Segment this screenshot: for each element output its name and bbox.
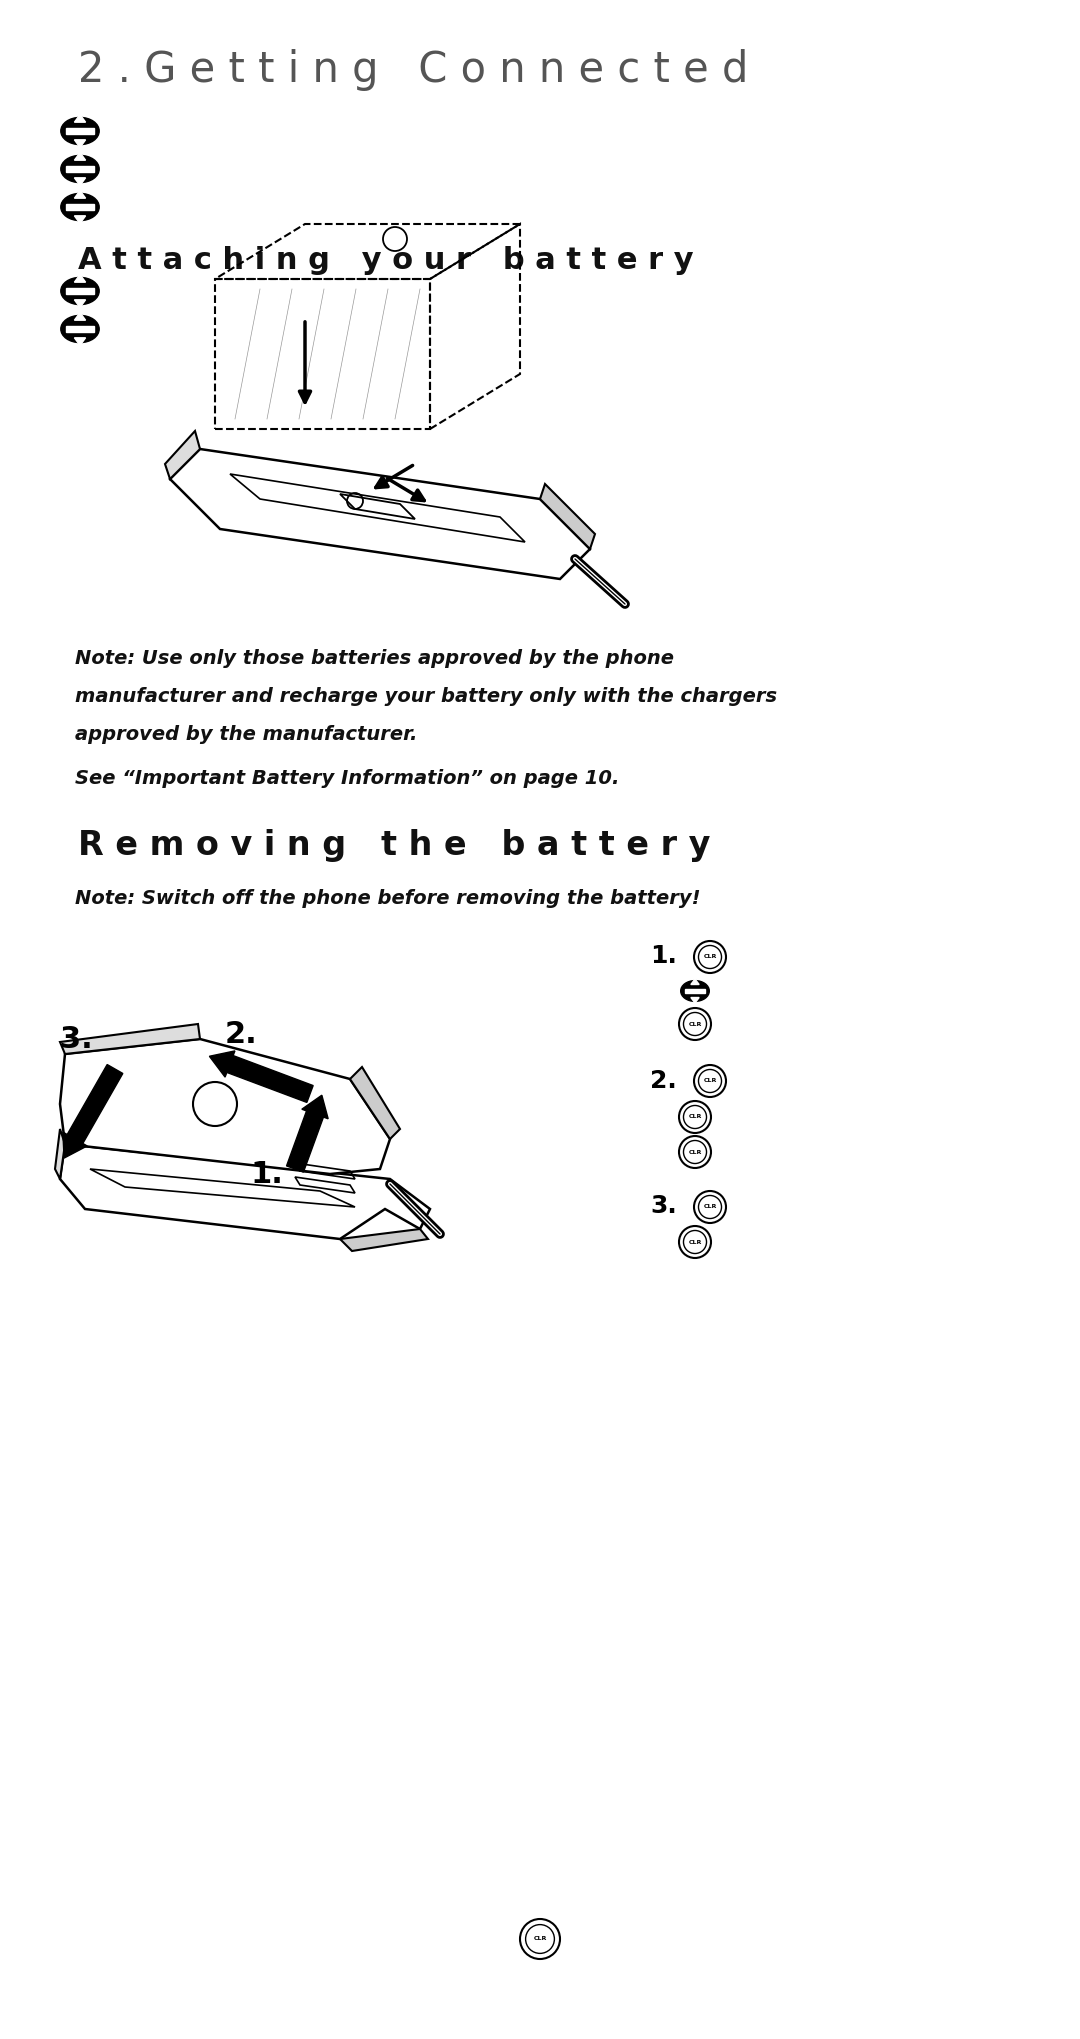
Ellipse shape	[60, 118, 99, 145]
Polygon shape	[60, 1024, 200, 1054]
Text: 1.: 1.	[249, 1160, 283, 1189]
Text: A t t a c h i n g   y o u r   b a t t e r y: A t t a c h i n g y o u r b a t t e r y	[78, 247, 693, 275]
Text: CLR: CLR	[703, 954, 717, 960]
Polygon shape	[540, 483, 595, 548]
Text: See “Important Battery Information” on page 10.: See “Important Battery Information” on p…	[75, 769, 619, 787]
Text: 2.: 2.	[225, 1020, 258, 1048]
Text: CLR: CLR	[703, 1079, 717, 1083]
Polygon shape	[75, 275, 85, 281]
Polygon shape	[691, 997, 699, 1003]
Polygon shape	[170, 449, 590, 579]
Text: CLR: CLR	[534, 1937, 546, 1941]
Polygon shape	[75, 300, 85, 308]
Text: manufacturer and recharge your battery only with the chargers: manufacturer and recharge your battery o…	[75, 687, 778, 705]
Text: CLR: CLR	[703, 1205, 717, 1209]
Polygon shape	[55, 1130, 65, 1179]
Bar	[66, 165, 94, 171]
Polygon shape	[75, 312, 85, 320]
Text: CLR: CLR	[688, 1150, 702, 1154]
Text: R e m o v i n g   t h e   b a t t e r y: R e m o v i n g t h e b a t t e r y	[78, 830, 711, 862]
Text: Note: Use only those batteries approved by the phone: Note: Use only those batteries approved …	[75, 648, 674, 669]
Ellipse shape	[680, 981, 710, 1001]
Bar	[66, 128, 94, 135]
Ellipse shape	[60, 277, 99, 304]
Ellipse shape	[60, 316, 99, 343]
Polygon shape	[60, 1040, 390, 1174]
Polygon shape	[75, 338, 85, 345]
Polygon shape	[165, 430, 200, 479]
Polygon shape	[75, 177, 85, 186]
Ellipse shape	[60, 194, 99, 220]
Polygon shape	[75, 114, 85, 122]
Text: CLR: CLR	[688, 1115, 702, 1119]
Polygon shape	[350, 1066, 400, 1140]
Polygon shape	[75, 141, 85, 147]
Ellipse shape	[60, 155, 99, 184]
Text: Note: Switch off the phone before removing the battery!: Note: Switch off the phone before removi…	[75, 889, 701, 907]
Text: 3.: 3.	[650, 1195, 677, 1217]
Text: approved by the manufacturer.: approved by the manufacturer.	[75, 726, 417, 744]
Text: CLR: CLR	[688, 1240, 702, 1244]
FancyArrow shape	[210, 1050, 313, 1103]
Bar	[685, 989, 705, 993]
Bar	[66, 204, 94, 210]
Polygon shape	[75, 190, 85, 198]
Polygon shape	[60, 1144, 430, 1240]
Text: 1.: 1.	[650, 944, 677, 969]
Text: 3.: 3.	[60, 1026, 93, 1054]
Bar	[66, 326, 94, 332]
Polygon shape	[691, 979, 699, 985]
Text: 2 . G e t t i n g   C o n n e c t e d: 2 . G e t t i n g C o n n e c t e d	[78, 49, 748, 92]
Polygon shape	[340, 1230, 428, 1252]
Polygon shape	[75, 153, 85, 161]
FancyArrow shape	[286, 1095, 328, 1172]
Text: 2.: 2.	[650, 1068, 677, 1093]
FancyArrow shape	[63, 1064, 123, 1158]
Text: CLR: CLR	[688, 1022, 702, 1026]
Bar	[66, 287, 94, 294]
Polygon shape	[75, 216, 85, 224]
